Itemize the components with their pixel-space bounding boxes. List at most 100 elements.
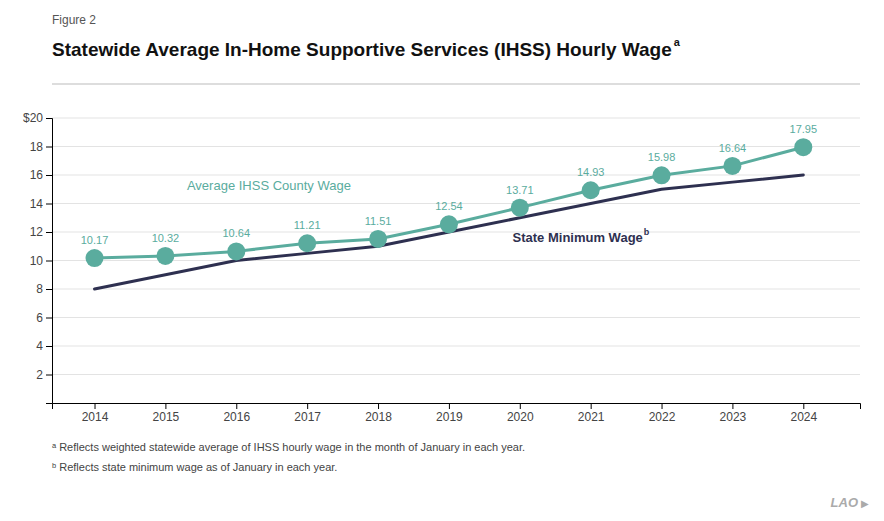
x-tick-mark	[591, 403, 592, 409]
y-tick-mark	[46, 346, 52, 347]
x-tick: 2022	[649, 403, 676, 424]
data-label: 16.64	[719, 142, 747, 154]
y-tick-label: 16	[30, 168, 44, 182]
x-tick-label: 2023	[720, 410, 747, 424]
y-axis: 2 4 6 8 10 12 14 16 18 $20	[23, 111, 53, 403]
data-label: 10.32	[152, 232, 180, 244]
data-label: 15.98	[648, 151, 676, 163]
series-point	[582, 181, 600, 199]
series-label-superscript: b	[644, 227, 650, 237]
y-tick-label: 6	[36, 311, 43, 325]
y-tick-label: 18	[30, 140, 44, 154]
y-tick: 8	[36, 282, 52, 296]
footnote: ᵇ Reflects state minimum wage as of Janu…	[52, 461, 337, 473]
x-tick: 2019	[436, 403, 463, 424]
labels: 10.1710.3210.6411.2111.5112.5413.7114.93…	[81, 123, 817, 246]
x-tick-mark	[732, 403, 733, 409]
x-tick-mark	[378, 403, 379, 409]
y-tick-label: $20	[23, 111, 43, 125]
x-tick: 2024	[790, 403, 817, 424]
y-tick-mark	[46, 261, 52, 262]
x-tick-label: 2017	[294, 410, 321, 424]
y-tick-mark	[46, 318, 52, 319]
title: Statewide Average In-Home Supportive Ser…	[52, 39, 672, 60]
x-tick-mark	[520, 403, 521, 409]
x-tick-mark	[662, 403, 663, 409]
y-tick-mark	[46, 118, 52, 119]
logo: LAO	[831, 495, 858, 510]
logo-mark: ▶	[861, 498, 869, 509]
y-tick: 18	[30, 140, 52, 154]
y-tick-mark	[46, 204, 52, 205]
x-axis-line	[53, 404, 861, 410]
x-tick-label: 2019	[436, 410, 463, 424]
x-tick: 2021	[578, 403, 605, 424]
series-line	[95, 147, 804, 258]
y-tick-label: 2	[36, 368, 43, 382]
series-point	[723, 157, 741, 175]
grid-line	[52, 118, 860, 119]
data-label: 12.54	[435, 200, 463, 212]
series-line	[95, 175, 804, 289]
x-tick: 2017	[294, 403, 321, 424]
y-tick: 2	[36, 368, 52, 382]
footnote: ᵃ Reflects weighted statewide average of…	[52, 441, 525, 453]
y-tick-mark	[46, 175, 52, 176]
grid-line	[52, 175, 860, 176]
data-label: 10.17	[81, 234, 109, 246]
x-tick-mark	[307, 403, 308, 409]
grid-line	[52, 346, 860, 347]
x-tick-label: 2018	[365, 410, 392, 424]
y-tick: 10	[30, 254, 52, 268]
x-tick-label: 2015	[153, 410, 180, 424]
data-label: 13.71	[506, 184, 534, 196]
x-tick-mark	[236, 403, 237, 409]
x-tick-mark	[449, 403, 450, 409]
x-tick-label: 2021	[578, 410, 605, 424]
y-tick: 4	[36, 339, 52, 353]
x-tick-label: 2022	[649, 410, 676, 424]
y-tick-mark	[46, 375, 52, 376]
x-tick-label: 2024	[790, 410, 817, 424]
x-tick: 2020	[507, 403, 534, 424]
data-label: 17.95	[790, 123, 818, 135]
grid-line	[52, 374, 860, 375]
series-point	[511, 199, 529, 217]
series-point	[227, 242, 245, 260]
y-tick-mark	[46, 232, 52, 233]
x-tick: 2014	[82, 403, 109, 424]
x-tick-mark	[165, 403, 166, 409]
grid	[52, 118, 860, 375]
chart: Figure 2 Statewide Average In-Home Suppor…	[0, 0, 884, 521]
y-tick: 14	[30, 197, 52, 211]
series-point	[794, 138, 812, 156]
figure-label: Figure 2	[52, 13, 96, 27]
x-tick: 2015	[153, 403, 180, 424]
y-tick-mark	[46, 147, 52, 148]
series-point	[298, 234, 316, 252]
grid-line	[52, 317, 860, 318]
y-tick-label: 14	[30, 197, 44, 211]
y-axis-line	[46, 119, 53, 404]
title-superscript: a	[674, 36, 681, 48]
x-tick-label: 2014	[82, 410, 109, 424]
y-tick-label: 10	[30, 254, 44, 268]
x-tick: 2016	[223, 403, 250, 424]
x-tick-label: 2020	[507, 410, 534, 424]
plot: 2014 2015 2016 2017 2018 2019 2020 2021 2022 2023…	[23, 111, 861, 423]
data-label: 10.64	[223, 227, 251, 239]
x-tick-mark	[803, 403, 804, 409]
series-point	[369, 230, 387, 248]
series-point	[440, 215, 458, 233]
x-tick-label: 2016	[223, 410, 250, 424]
x-tick: 2018	[365, 403, 392, 424]
y-tick-mark	[46, 289, 52, 290]
x-tick-mark	[95, 403, 96, 409]
series-point	[653, 166, 671, 184]
y-tick: $20	[23, 111, 52, 125]
series-label: Average IHSS County Wage	[187, 178, 351, 193]
y-tick: 12	[30, 225, 52, 239]
x-axis: 2014 2015 2016 2017 2018 2019 2020 2021 2022 2023…	[53, 403, 861, 424]
x-tick: 2023	[720, 403, 747, 424]
y-tick: 16	[30, 168, 52, 182]
